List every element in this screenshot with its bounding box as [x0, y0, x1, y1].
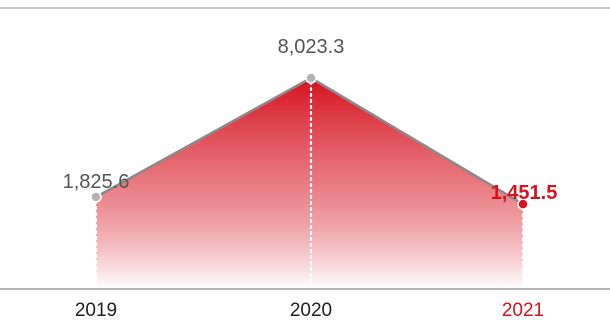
data-point-2019	[90, 191, 102, 203]
x-tick-label-2019: 2019	[75, 300, 117, 321]
data-point-2020	[305, 72, 317, 84]
x-tick-label-2020: 2020	[290, 300, 332, 321]
x-axis-ticks: 2019 2020 2021	[75, 300, 544, 321]
data-point-2021	[517, 198, 529, 210]
value-label-2021: 1,451.5	[491, 182, 558, 204]
area-fill	[96, 78, 523, 289]
value-label-2020: 8,023.3	[278, 36, 345, 58]
value-label-2019: 1,825.6	[63, 171, 130, 193]
x-tick-label-2021: 2021	[502, 300, 544, 321]
plot-area: 1,825.6 8,023.3 1,451.5	[63, 36, 558, 291]
